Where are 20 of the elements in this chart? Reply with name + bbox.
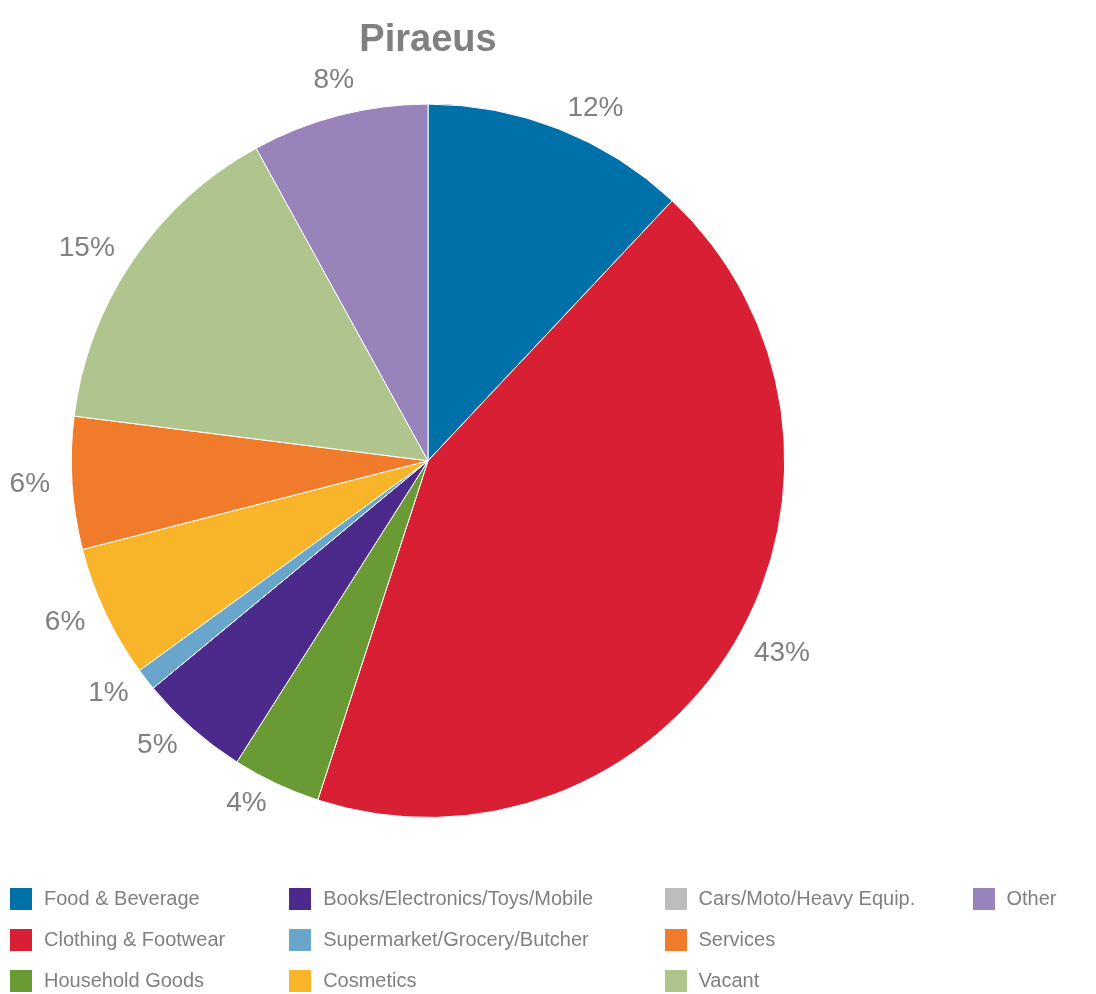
chart-title: Piraeus: [359, 17, 497, 60]
data-label: 4%: [226, 786, 267, 818]
legend-label: Household Goods: [44, 969, 205, 992]
data-label: 5%: [137, 727, 178, 759]
data-label: 15%: [58, 230, 115, 262]
data-label: 1%: [88, 675, 129, 707]
legend-label: Cosmetics: [323, 969, 417, 992]
data-label: 6%: [9, 467, 51, 499]
legend-label: Vacant: [698, 969, 760, 992]
data-label: 6%: [44, 604, 86, 636]
legend-label: Other: [1006, 887, 1057, 910]
data-label: 43%: [753, 636, 811, 668]
data-label: 8%: [313, 63, 355, 95]
legend-label: Supermarket/Grocery/Butcher: [323, 928, 589, 951]
legend-label: Cars/Moto/Heavy Equip.: [698, 887, 916, 910]
legend-label: Clothing & Footwear: [44, 928, 226, 951]
data-label: 12%: [567, 91, 624, 123]
legend-label: Books/Electronics/Toys/Mobile: [323, 887, 594, 910]
legend-label: Food & Beverage: [44, 887, 200, 910]
legend-label: Services: [698, 928, 776, 951]
